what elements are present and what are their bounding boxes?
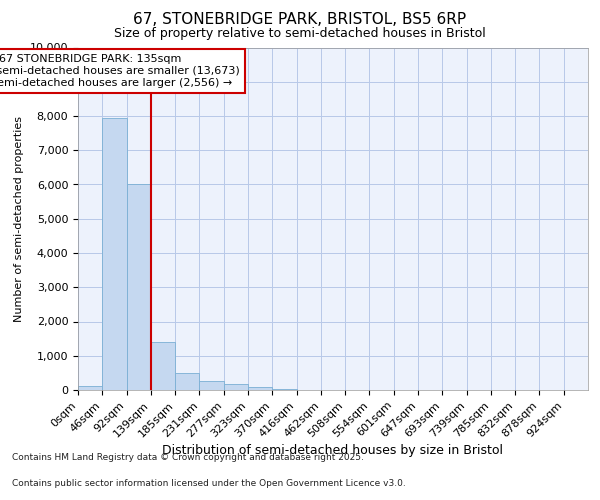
Bar <box>248 386 272 390</box>
Text: 67 STONEBRIDGE PARK: 135sqm
← 84% of semi-detached houses are smaller (13,673)
1: 67 STONEBRIDGE PARK: 135sqm ← 84% of sem… <box>0 54 239 88</box>
X-axis label: Distribution of semi-detached houses by size in Bristol: Distribution of semi-detached houses by … <box>163 444 503 458</box>
Bar <box>102 118 127 390</box>
Bar <box>224 384 248 390</box>
Bar <box>272 388 296 390</box>
Bar <box>175 373 199 390</box>
Text: Size of property relative to semi-detached houses in Bristol: Size of property relative to semi-detach… <box>114 28 486 40</box>
Y-axis label: Number of semi-detached properties: Number of semi-detached properties <box>14 116 24 322</box>
Bar <box>199 382 224 390</box>
Text: Contains HM Land Registry data © Crown copyright and database right 2025.: Contains HM Land Registry data © Crown c… <box>12 454 364 462</box>
Text: 67, STONEBRIDGE PARK, BRISTOL, BS5 6RP: 67, STONEBRIDGE PARK, BRISTOL, BS5 6RP <box>133 12 467 28</box>
Bar <box>127 184 151 390</box>
Bar <box>151 342 175 390</box>
Bar <box>78 386 102 390</box>
Text: Contains public sector information licensed under the Open Government Licence v3: Contains public sector information licen… <box>12 478 406 488</box>
